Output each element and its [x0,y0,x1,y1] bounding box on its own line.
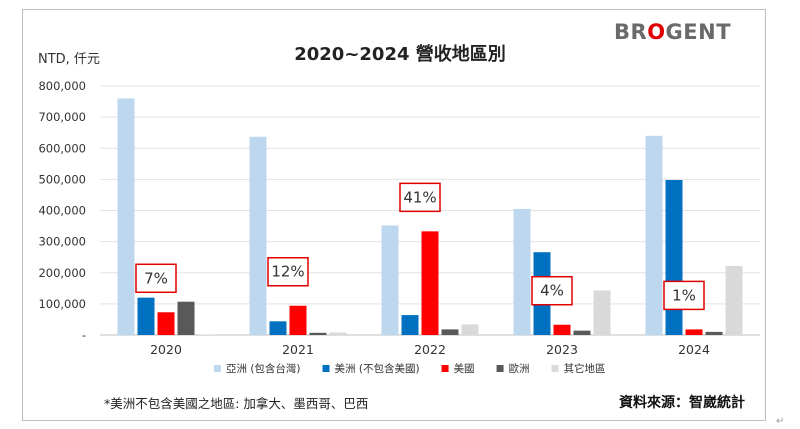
bar [289,305,307,335]
bar [137,297,155,335]
annotation-label: 7% [144,269,168,287]
legend-label: 歐洲 [509,362,530,375]
logo-text-prefix: BR [614,20,648,44]
bar [117,98,135,335]
bar [665,179,683,335]
annotation-box [135,263,177,294]
bar [553,324,571,335]
y-axis-unit-label: NTD, 仟元 [38,52,100,67]
bar [513,208,531,335]
annotation-box [399,182,441,213]
legend-label: 美洲 (不包含美國) [335,362,420,375]
legend-label: 其它地區 [564,362,606,375]
y-axis-ticks: - 100,000 200,000 300,000 400,000 500,000 600,… [38,79,86,342]
brogent-logo: BROGENT [614,20,731,44]
y-tick-label: 500,000 [38,172,86,186]
legend: 亞洲 (包含台灣) 美洲 (不包含美國) 美國 歐洲 其它地區 [214,362,606,375]
x-category-label: 2021 [282,342,314,357]
bar [421,231,439,335]
bar [249,136,267,335]
legend-swatch [551,365,559,372]
bar [705,331,723,335]
chart-frame [22,9,766,421]
bar [309,332,327,335]
bar [329,332,347,335]
bar [593,290,611,335]
x-category-label: 2020 [150,342,182,357]
y-tick-label: 600,000 [38,141,86,155]
annotation-label: 41% [403,188,436,206]
annotation-box [267,256,309,287]
legend-swatch [441,365,449,372]
annotation-label: 1% [672,286,696,304]
x-category-label: 2023 [546,342,578,357]
annotation-label: 12% [271,263,304,281]
logo-text-suffix: GENT [665,20,732,44]
annotation-label: 4% [540,282,564,300]
bar [157,312,175,335]
bar [381,225,399,335]
bar [685,329,703,335]
chart-title: 2020~2024 營收地區別 [294,44,506,65]
y-tick-label: 400,000 [38,204,86,218]
y-tick-label: 800,000 [38,79,86,93]
bar [441,329,459,335]
x-category-label: 2024 [678,342,710,357]
legend-label: 亞洲 (包含台灣) [226,362,301,375]
legend-swatch [496,365,504,372]
bar [269,321,287,335]
bar [725,265,743,335]
y-tick-label: 200,000 [38,266,86,280]
logo-text-o: O [647,20,666,44]
legend-swatch [214,365,221,372]
legend-swatch [322,365,330,372]
footnote: *美洲不包含美國之地區: 加拿大、墨西哥、巴西 [104,396,369,411]
annotation-boxes: 7% 12% 41% 4% 1% [135,182,705,311]
data-source: 資料來源：智崴統計 [619,395,745,411]
bar [401,315,419,335]
bar [197,334,215,335]
bar [461,324,479,335]
y-tick-label: 700,000 [38,110,86,124]
bar [177,301,195,335]
x-axis-categories: 2020 2021 2022 2023 2024 [150,342,710,357]
bars [117,98,743,335]
bar [645,135,663,335]
legend-label: 美國 [454,362,475,375]
y-tick-label: 100,000 [38,297,86,311]
annotation-box [663,280,705,311]
y-tick-label: 300,000 [38,235,86,249]
paragraph-mark: ↵ [776,416,785,427]
annotation-box [531,275,573,306]
x-category-label: 2022 [414,342,446,357]
bar [573,330,591,335]
y-tick-label: - [82,328,86,342]
